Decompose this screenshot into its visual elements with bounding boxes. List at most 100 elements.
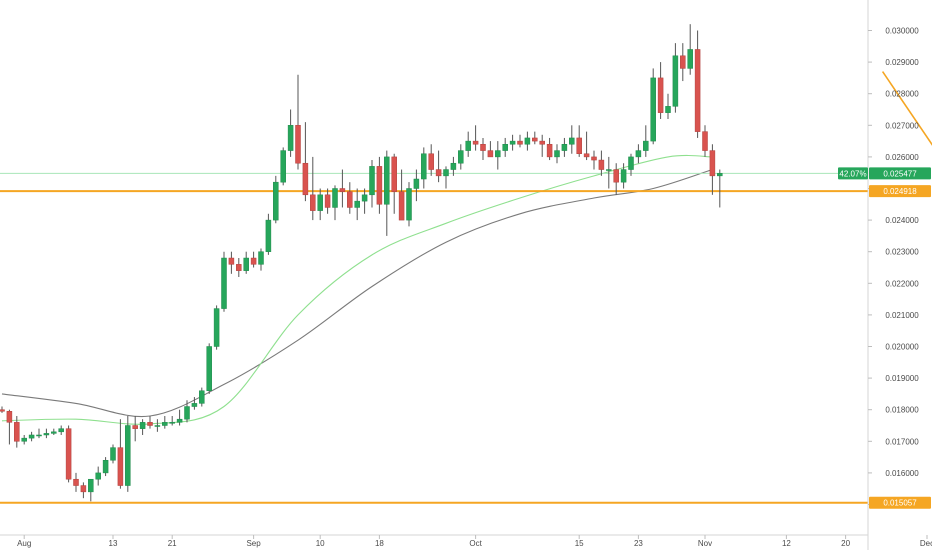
candle-body bbox=[280, 150, 286, 183]
candle bbox=[465, 131, 471, 157]
level-tag-1-text: 0.015057 bbox=[883, 499, 917, 508]
current-percent-tag-text: 42.07% bbox=[839, 169, 866, 178]
candle-body bbox=[620, 169, 627, 183]
candle bbox=[43, 428, 50, 439]
candle bbox=[132, 416, 138, 442]
candle-body bbox=[672, 55, 679, 107]
y-tick-label: 0.020000 bbox=[885, 343, 919, 352]
candle bbox=[265, 213, 272, 255]
candle-body bbox=[347, 191, 353, 208]
candle-body bbox=[102, 460, 109, 474]
candle-body bbox=[176, 418, 183, 423]
candle bbox=[539, 134, 545, 157]
candle bbox=[206, 343, 212, 394]
candle-body bbox=[14, 422, 20, 442]
candle bbox=[258, 248, 264, 271]
level-tag-0-bg bbox=[869, 185, 931, 198]
candle bbox=[169, 416, 175, 426]
candle bbox=[28, 431, 35, 442]
candle bbox=[487, 141, 494, 158]
candle bbox=[628, 153, 634, 176]
candle-body bbox=[472, 140, 479, 145]
candle-body bbox=[376, 166, 383, 205]
candle bbox=[509, 134, 516, 151]
candle bbox=[532, 131, 538, 145]
candle-body bbox=[88, 478, 94, 493]
candle bbox=[665, 93, 671, 119]
candle-body bbox=[125, 425, 131, 486]
y-tick-label: 0.029000 bbox=[885, 58, 919, 67]
candle-body bbox=[591, 156, 597, 161]
candle bbox=[569, 125, 575, 154]
candle-body bbox=[110, 447, 116, 461]
candle bbox=[613, 163, 619, 195]
candle bbox=[191, 397, 198, 410]
candle-body bbox=[665, 106, 671, 113]
candle-body bbox=[443, 169, 449, 177]
candle bbox=[332, 185, 338, 221]
x-tick-label: 20 bbox=[841, 539, 850, 548]
candle-body bbox=[680, 55, 686, 69]
candle bbox=[154, 419, 161, 432]
candle-body bbox=[243, 257, 249, 271]
candle-body bbox=[221, 257, 227, 309]
y-tick-label: 0.016000 bbox=[885, 469, 919, 478]
candle bbox=[273, 175, 279, 224]
candle-body bbox=[524, 137, 531, 145]
x-tick-label: Aug bbox=[17, 539, 31, 548]
candle bbox=[672, 43, 679, 113]
candle bbox=[80, 482, 87, 499]
candle-body bbox=[0, 409, 5, 412]
candle-body bbox=[687, 49, 693, 69]
candle-body bbox=[384, 156, 390, 205]
candle bbox=[376, 156, 383, 214]
candle-body bbox=[421, 153, 427, 180]
candle bbox=[147, 416, 153, 429]
candle-body bbox=[517, 140, 523, 145]
y-tick-label: 0.027000 bbox=[885, 121, 919, 130]
candle-body bbox=[295, 125, 301, 164]
y-tick-label: 0.022000 bbox=[885, 279, 919, 288]
candle-body bbox=[132, 425, 138, 429]
time-axis[interactable]: Aug1321Sep1018Oct1523Nov1220Dec10242019 bbox=[17, 535, 932, 548]
candle bbox=[472, 125, 479, 151]
candle bbox=[598, 150, 605, 176]
candle bbox=[228, 251, 235, 274]
candle bbox=[295, 74, 301, 170]
candle bbox=[635, 144, 642, 164]
candle bbox=[324, 188, 331, 214]
level-tag-0-text: 0.024918 bbox=[883, 187, 917, 196]
candle bbox=[73, 472, 79, 492]
candle-body bbox=[717, 173, 723, 177]
candle bbox=[65, 425, 72, 483]
candle-body bbox=[169, 422, 175, 424]
candle-body bbox=[317, 194, 323, 211]
candle-body bbox=[702, 131, 708, 151]
candle-body bbox=[657, 77, 664, 113]
candle-body bbox=[428, 153, 434, 170]
candle-body bbox=[694, 49, 701, 132]
candle-body bbox=[509, 140, 516, 145]
candle bbox=[709, 144, 716, 195]
candle-body bbox=[191, 403, 198, 407]
candle bbox=[6, 409, 13, 445]
candle bbox=[88, 478, 94, 502]
candle-body bbox=[495, 150, 501, 158]
candle-body bbox=[554, 150, 560, 158]
x-tick-label: 18 bbox=[375, 539, 384, 548]
current-percent-tag-bg bbox=[838, 167, 868, 180]
candle bbox=[280, 147, 286, 186]
candle-body bbox=[635, 150, 642, 158]
candle bbox=[95, 466, 101, 486]
x-tick-label: Sep bbox=[246, 539, 261, 548]
candle-body bbox=[154, 425, 161, 427]
candle-body bbox=[228, 257, 235, 265]
candle-body bbox=[310, 194, 316, 211]
x-tick-label: 21 bbox=[168, 539, 177, 548]
y-tick-label: 0.023000 bbox=[885, 248, 919, 257]
candle-body bbox=[450, 162, 457, 170]
candle-body bbox=[532, 137, 538, 142]
candle-body bbox=[583, 153, 590, 158]
